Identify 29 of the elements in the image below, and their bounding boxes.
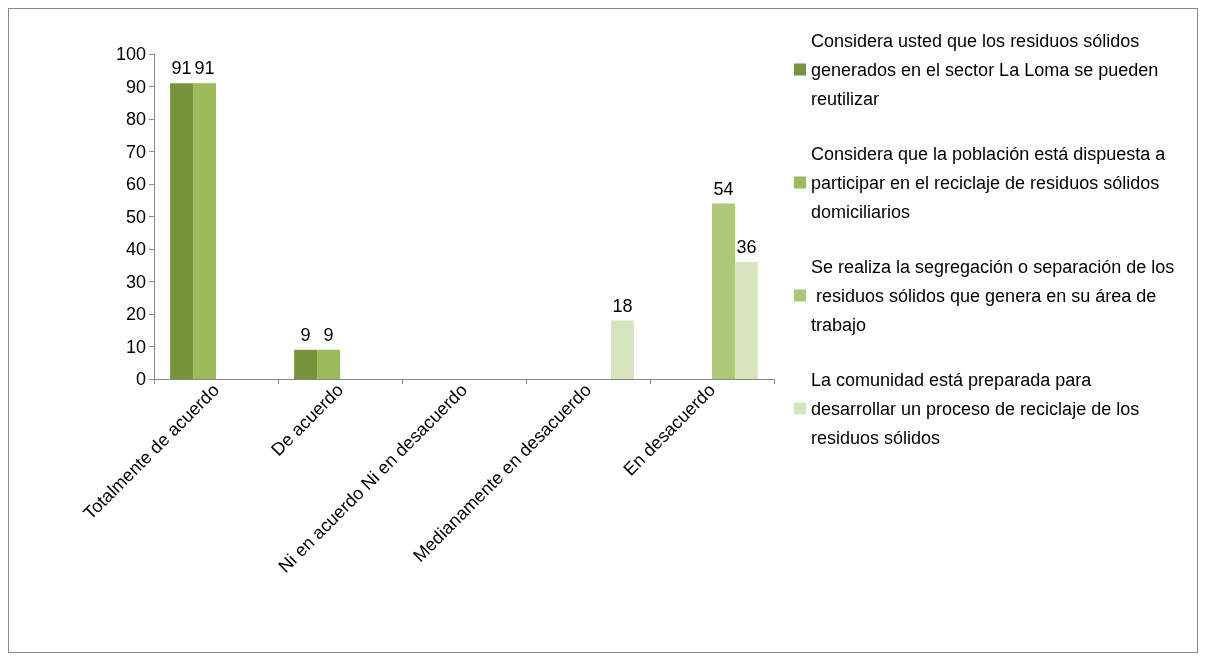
y-tick-label: 40: [125, 239, 146, 259]
y-tick-label: 70: [125, 141, 146, 162]
bar: [712, 203, 735, 379]
data-label: 9: [323, 324, 334, 345]
data-label: 91: [194, 58, 215, 79]
bar: [170, 83, 194, 379]
y-tick-label: 20: [125, 304, 146, 324]
data-label: 36: [736, 237, 757, 257]
data-label: 54: [713, 178, 734, 199]
y-tick-label: 50: [125, 206, 146, 227]
legend-label: Considera que la población está dispuesta a participar en el reciclaje de residuos sólidos domiciliarios: [811, 143, 1171, 222]
y-tick-label: 0: [135, 369, 146, 389]
bar: [610, 320, 634, 379]
bar: [193, 83, 216, 379]
data-label: 18: [612, 295, 633, 316]
y-tick-label: 10: [125, 336, 146, 357]
bar: [294, 349, 318, 379]
legend-label: La comunidad está preparada para desarrollar un proceso de reciclaje de los residuos sólidos: [811, 369, 1145, 448]
y-tick-label: 60: [125, 174, 146, 194]
data-label: 91: [171, 58, 192, 79]
bar: [317, 349, 340, 379]
y-tick-label: 90: [125, 76, 146, 97]
legend-label: Considera usted que los residuos sólidos generados en el sector La Loma se pueden reutilizar: [811, 30, 1164, 109]
data-label: 9: [300, 324, 311, 345]
y-tick-label: 30: [125, 271, 146, 292]
y-tick-label: 100: [115, 44, 146, 64]
y-tick-label: 80: [125, 109, 146, 129]
bar: [734, 262, 758, 379]
legend-label: Se realiza la segregación o separación de los residuos sólidos que genera en su área de trabajo: [811, 256, 1175, 335]
